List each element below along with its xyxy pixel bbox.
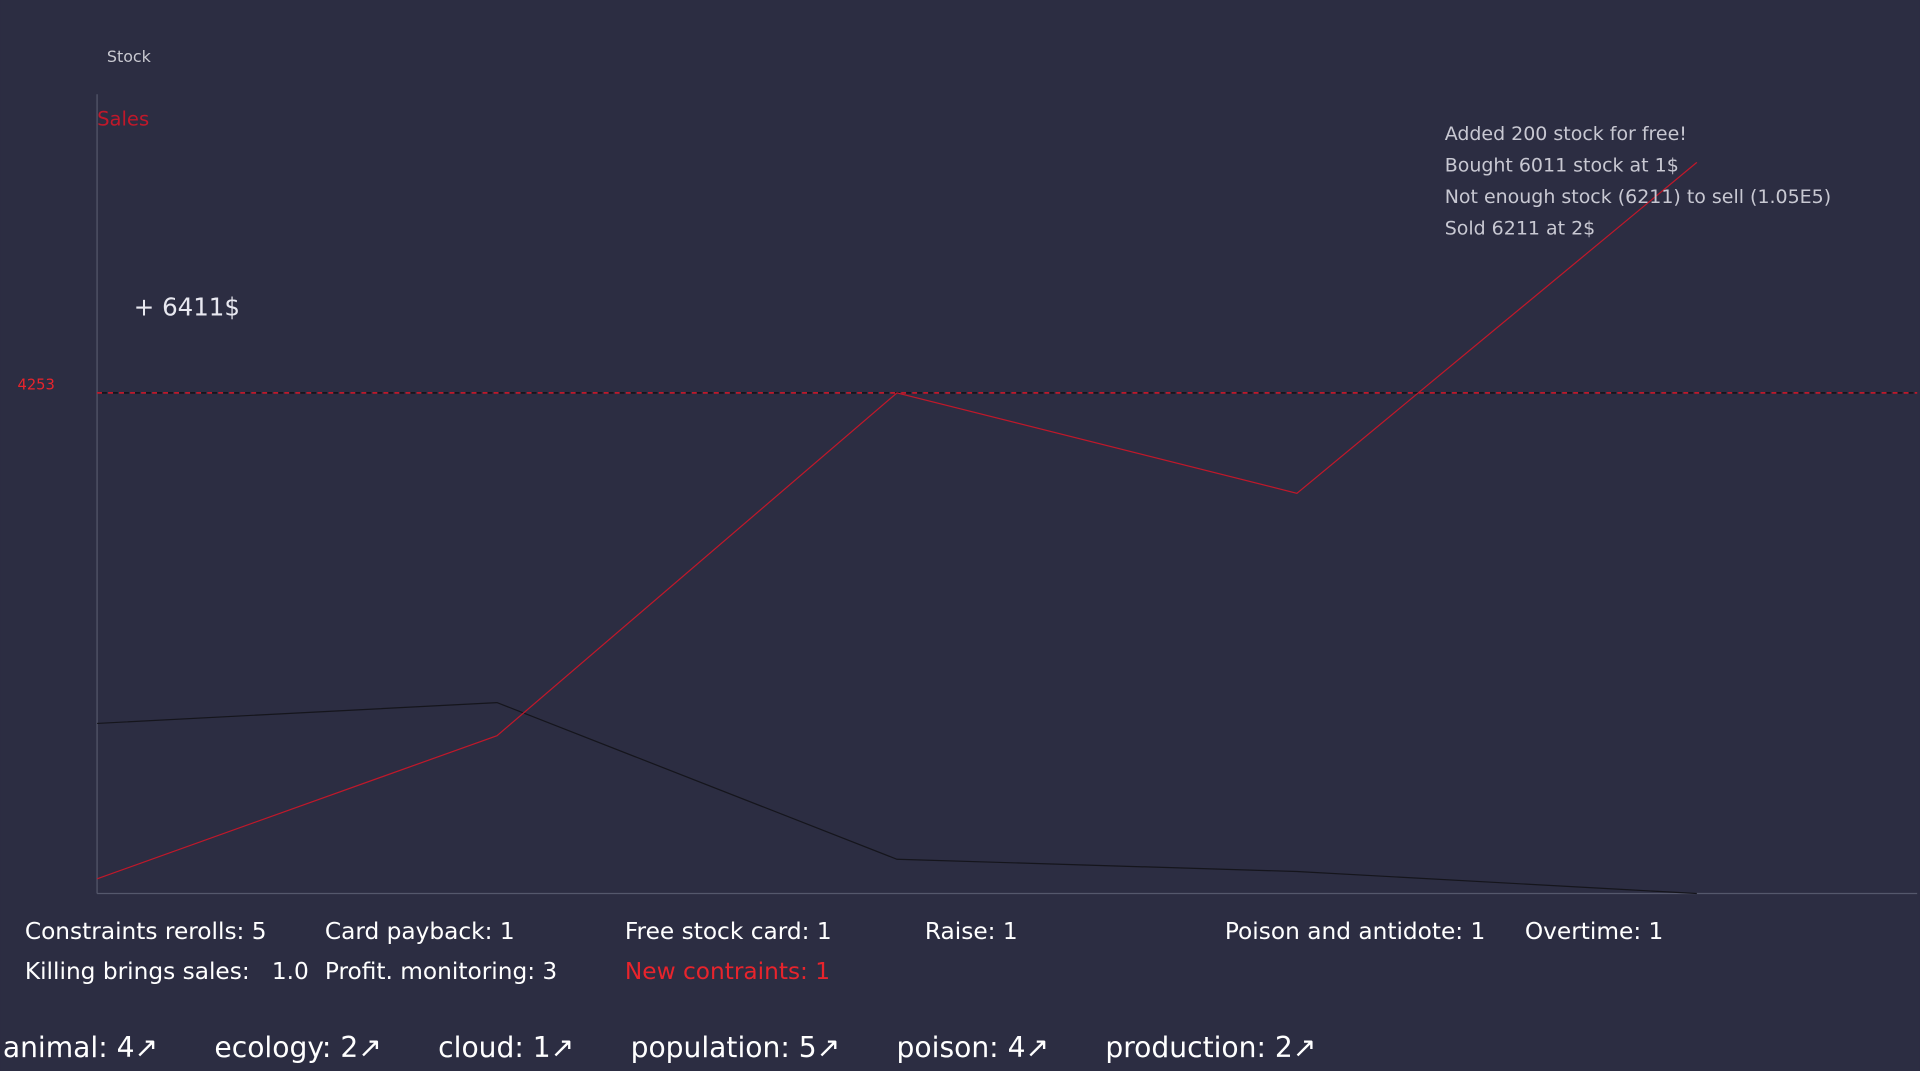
stat: Free stock card: 1 — [625, 918, 832, 945]
log-line: Sold 6211 at 2$ — [1445, 218, 1596, 240]
stat: Constraints rerolls: 5 — [25, 918, 267, 945]
log-line: Added 200 stock for free! — [1445, 123, 1687, 145]
tag: poison: 4↗ — [897, 1031, 1050, 1064]
stat: New contraints: 1 — [625, 958, 830, 985]
profit-annotation: + 6411$ — [134, 292, 240, 321]
series-line — [96, 161, 1698, 880]
series-line — [97, 701, 1697, 895]
tag: cloud: 1↗ — [438, 1031, 574, 1064]
tag: animal: 4↗ — [3, 1031, 158, 1064]
tag: production: 2↗ — [1105, 1031, 1316, 1064]
tag: ecology: 2↗ — [214, 1031, 381, 1064]
y-tick-label: 4253 — [18, 377, 55, 394]
legend-label: Sales — [97, 107, 149, 130]
stat: Card payback: 1 — [325, 918, 515, 945]
stat: Profit. monitoring: 3 — [325, 958, 557, 985]
stat: Killing brings sales: 1.0 — [25, 958, 309, 985]
log-line: Bought 6011 stock at 1$ — [1445, 155, 1679, 177]
log-line: Not enough stock (6211) to sell (1.05E5) — [1445, 186, 1831, 208]
stat: Poison and antidote: 1 — [1225, 918, 1485, 945]
legend-label: Stock — [107, 47, 152, 66]
stat: Raise: 1 — [925, 918, 1018, 945]
stat: Overtime: 1 — [1525, 918, 1663, 945]
tag: population: 5↗ — [631, 1031, 841, 1064]
